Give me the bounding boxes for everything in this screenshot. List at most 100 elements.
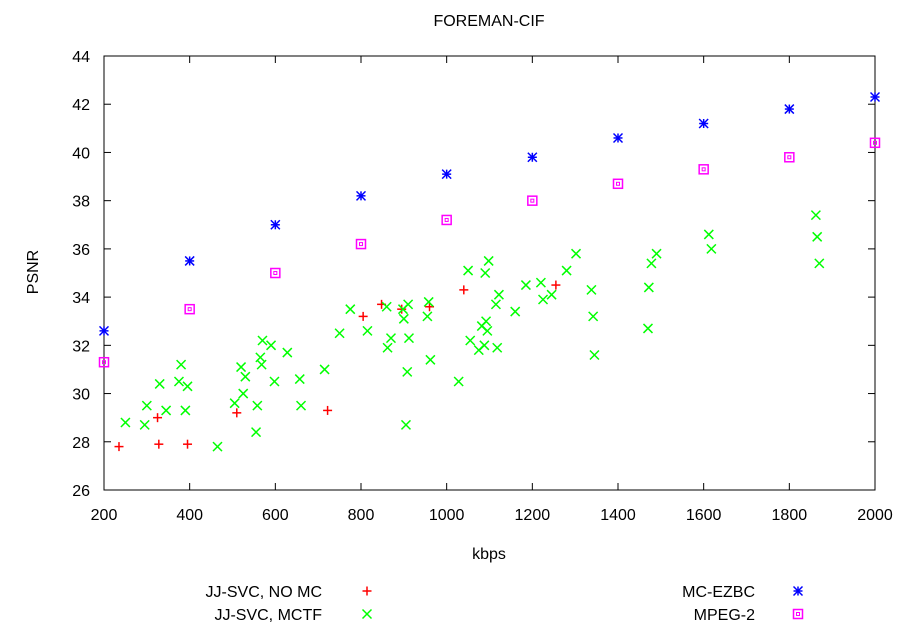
data-point — [869, 137, 881, 149]
data-point — [403, 299, 414, 310]
y-tick-label: 30 — [72, 387, 90, 404]
x-tick-label: 1000 — [429, 507, 465, 524]
data-point — [319, 364, 330, 375]
data-point — [561, 265, 572, 276]
data-point — [184, 255, 195, 266]
data-point — [869, 91, 881, 103]
data-point — [238, 388, 249, 399]
data-point — [643, 282, 654, 293]
data-point — [355, 190, 367, 201]
data-point — [492, 342, 503, 353]
data-point — [453, 376, 464, 387]
data-point — [236, 362, 247, 373]
data-point — [703, 229, 714, 240]
data-point — [232, 408, 242, 418]
legend-marker — [361, 608, 373, 620]
data-point — [355, 238, 367, 250]
x-tick-label: 1400 — [600, 507, 636, 524]
data-point — [441, 214, 452, 226]
data-point — [551, 280, 561, 290]
data-point — [282, 347, 293, 358]
x-tick-label: 1800 — [772, 507, 808, 524]
data-point — [381, 301, 392, 312]
data-point — [98, 325, 110, 336]
legend-item: MC-EZBC — [682, 584, 804, 601]
data-point — [182, 381, 193, 392]
data-point — [535, 277, 546, 288]
data-point — [812, 231, 823, 242]
data-point — [256, 359, 267, 370]
x-tick-label: 2000 — [857, 507, 893, 524]
y-tick-label: 44 — [72, 49, 90, 66]
data-point — [180, 405, 191, 416]
data-point — [588, 311, 599, 322]
data-point — [425, 354, 436, 365]
data-point — [114, 442, 124, 452]
x-tick-label: 600 — [262, 507, 289, 524]
data-point — [784, 104, 795, 115]
x-tick-label: 200 — [91, 507, 118, 524]
y-tick-label: 34 — [72, 290, 90, 307]
x-tick-label: 800 — [348, 507, 375, 524]
x-axis-label: kbps — [472, 546, 506, 563]
data-point — [252, 400, 263, 411]
legend-label: JJ-SVC, MCTF — [214, 607, 322, 624]
data-point — [698, 164, 709, 175]
y-tick-label: 42 — [72, 97, 90, 114]
plot-area — [103, 55, 876, 491]
y-tick-label: 28 — [72, 435, 90, 452]
data-point — [422, 311, 433, 322]
data-point — [269, 376, 280, 387]
data-point — [546, 289, 557, 300]
data-point — [527, 152, 538, 163]
data-point — [483, 255, 494, 266]
data-point — [570, 248, 582, 259]
data-point — [266, 340, 277, 351]
data-point — [463, 265, 474, 276]
y-tick-label: 40 — [72, 145, 90, 162]
data-point — [161, 405, 172, 416]
data-point — [141, 400, 152, 411]
legend-marker — [362, 586, 372, 596]
series-box — [98, 137, 881, 368]
data-point — [493, 289, 504, 300]
y-tick-label: 32 — [72, 338, 90, 355]
legend-marker — [792, 585, 804, 597]
data-point — [139, 419, 150, 430]
legend-item: JJ-SVC, NO MC — [206, 584, 372, 601]
series-star — [98, 91, 881, 336]
legend-marker — [792, 608, 804, 620]
data-point — [402, 366, 413, 377]
data-point — [490, 299, 501, 310]
data-point — [482, 325, 493, 336]
data-point — [173, 376, 184, 387]
data-point — [441, 169, 452, 180]
data-point — [465, 335, 476, 346]
data-point — [810, 210, 821, 221]
axis-ticks: 200 400 600 800 1000 1200 1400 1600 1800 2000 26 28… — [72, 49, 893, 524]
data-point — [706, 243, 717, 254]
data-point — [229, 398, 240, 409]
y-tick-label: 36 — [72, 242, 90, 259]
data-point — [642, 323, 654, 334]
data-point — [651, 248, 662, 259]
data-point — [538, 294, 549, 305]
data-point — [294, 374, 305, 385]
data-point — [212, 441, 223, 452]
data-point — [345, 304, 356, 315]
y-axis-label: PSNR — [25, 250, 42, 294]
data-point — [480, 267, 491, 279]
data-point — [334, 328, 345, 339]
data-point — [183, 439, 193, 449]
data-point — [257, 335, 268, 346]
x-tick-label: 400 — [176, 507, 203, 524]
data-point — [586, 284, 597, 295]
data-point — [153, 413, 163, 423]
y-tick-label: 38 — [72, 194, 90, 211]
data-point — [403, 333, 415, 344]
data-point — [251, 427, 262, 438]
data-point — [527, 195, 538, 206]
x-tick-label: 1600 — [686, 507, 722, 524]
legend-label: MPEG-2 — [694, 607, 755, 624]
